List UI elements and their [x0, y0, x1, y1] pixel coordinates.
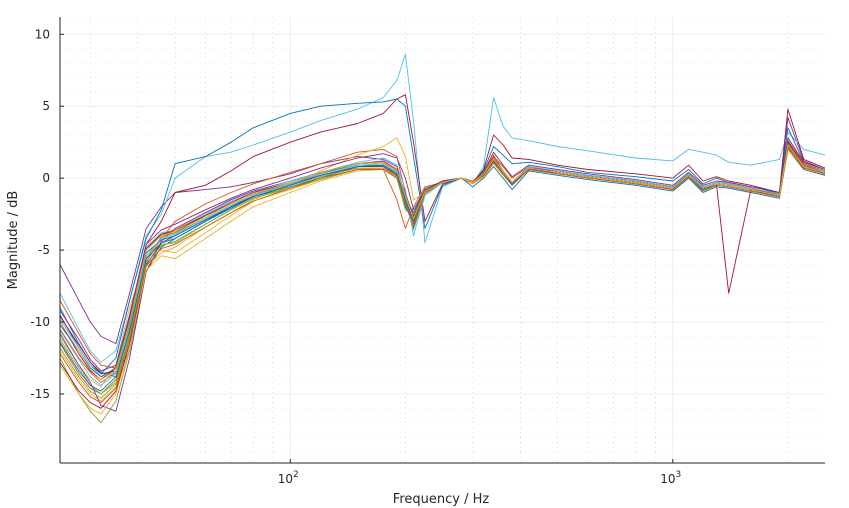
y-axis-label: Magnitude / dB [6, 191, 21, 290]
series-line-24 [59, 144, 826, 381]
tick-labels: 10 5 0 -5 -10 -15 102 103 [30, 27, 681, 486]
series-line-9 [59, 137, 826, 395]
series-line-6 [59, 53, 826, 363]
y-tick-label: 10 [35, 27, 50, 41]
series-line-8 [59, 98, 826, 375]
series-line-10 [59, 137, 826, 402]
y-tick-label: 0 [42, 171, 50, 185]
series-line-1 [59, 141, 826, 378]
series-line-18 [59, 137, 826, 372]
series-line-4 [59, 117, 826, 345]
series-group [59, 53, 826, 424]
x-tick-label: 102 [278, 470, 299, 486]
y-tick-label: -15 [30, 387, 50, 401]
x-axis-label: Frequency / Hz [393, 492, 490, 507]
x-tick-label: 103 [660, 470, 681, 486]
y-tick-label: -5 [38, 243, 50, 257]
series-line-16 [59, 143, 826, 369]
y-tick-label: -10 [30, 315, 50, 329]
grid [60, 17, 825, 463]
series-line-7 [59, 94, 826, 381]
axes [59, 17, 825, 464]
y-tick-label: 5 [42, 99, 50, 113]
